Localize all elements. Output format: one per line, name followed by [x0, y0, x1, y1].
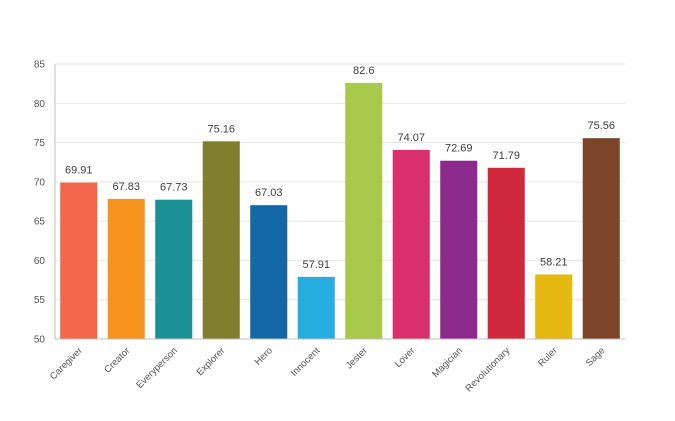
data-label: 74.07 [397, 132, 425, 144]
y-tick-label: 50 [34, 335, 46, 346]
bar-sage [582, 138, 620, 339]
bars [60, 82, 620, 339]
data-label: 71.79 [492, 150, 520, 162]
x-tick-label: Sage [584, 345, 607, 368]
data-label: 67.03 [255, 187, 283, 199]
data-label: 67.73 [160, 182, 188, 194]
x-tick-label: Innocent [289, 345, 323, 379]
y-tick-label: 85 [34, 60, 46, 71]
x-tick-label: Revolutionary [464, 345, 513, 394]
y-tick-label: 55 [34, 295, 46, 306]
x-tick-label: Everyperson [134, 345, 179, 390]
y-tick-label: 80 [34, 99, 46, 110]
data-label: 82.6 [353, 65, 374, 77]
data-label: 67.83 [112, 181, 140, 193]
bar-caregiver [60, 182, 98, 339]
gridlines [55, 63, 625, 301]
x-tick-label: Jester [344, 345, 370, 371]
x-tick-label: Lover [393, 345, 418, 370]
bar-magician [440, 160, 478, 339]
x-tick-label: Caregiver [48, 345, 85, 382]
y-tick-label: 65 [34, 217, 46, 228]
bar-explorer [202, 141, 240, 339]
x-tick-label: Hero [253, 345, 275, 367]
bar-revolutionary [487, 167, 525, 339]
bar-jester [345, 82, 383, 339]
x-tick-label: Magician [430, 345, 465, 380]
y-tick-label: 60 [34, 256, 46, 267]
data-label: 72.69 [445, 143, 473, 155]
data-label: 58.21 [540, 256, 568, 268]
y-tick-label: 75 [34, 138, 46, 149]
x-tick-label: Ruler [536, 345, 560, 369]
y-tick-label: 70 [34, 177, 46, 188]
data-label: 69.91 [65, 165, 93, 177]
bar-hero [250, 205, 288, 339]
data-label: 75.16 [207, 123, 235, 135]
bar-everyperson [155, 199, 193, 339]
data-label: 57.91 [302, 259, 330, 271]
bar-creator [107, 198, 145, 339]
x-tick-label: Explorer [195, 345, 228, 378]
data-label: 75.56 [587, 120, 615, 132]
data-labels: 69.91 67.83 67.73 75.16 67.03 57.91 82.6 74.07 7… [65, 65, 615, 271]
x-tick-label: Creator [102, 345, 132, 375]
bar-ruler [535, 274, 573, 339]
bar-lover [392, 149, 430, 339]
bar-innocent [297, 276, 335, 339]
